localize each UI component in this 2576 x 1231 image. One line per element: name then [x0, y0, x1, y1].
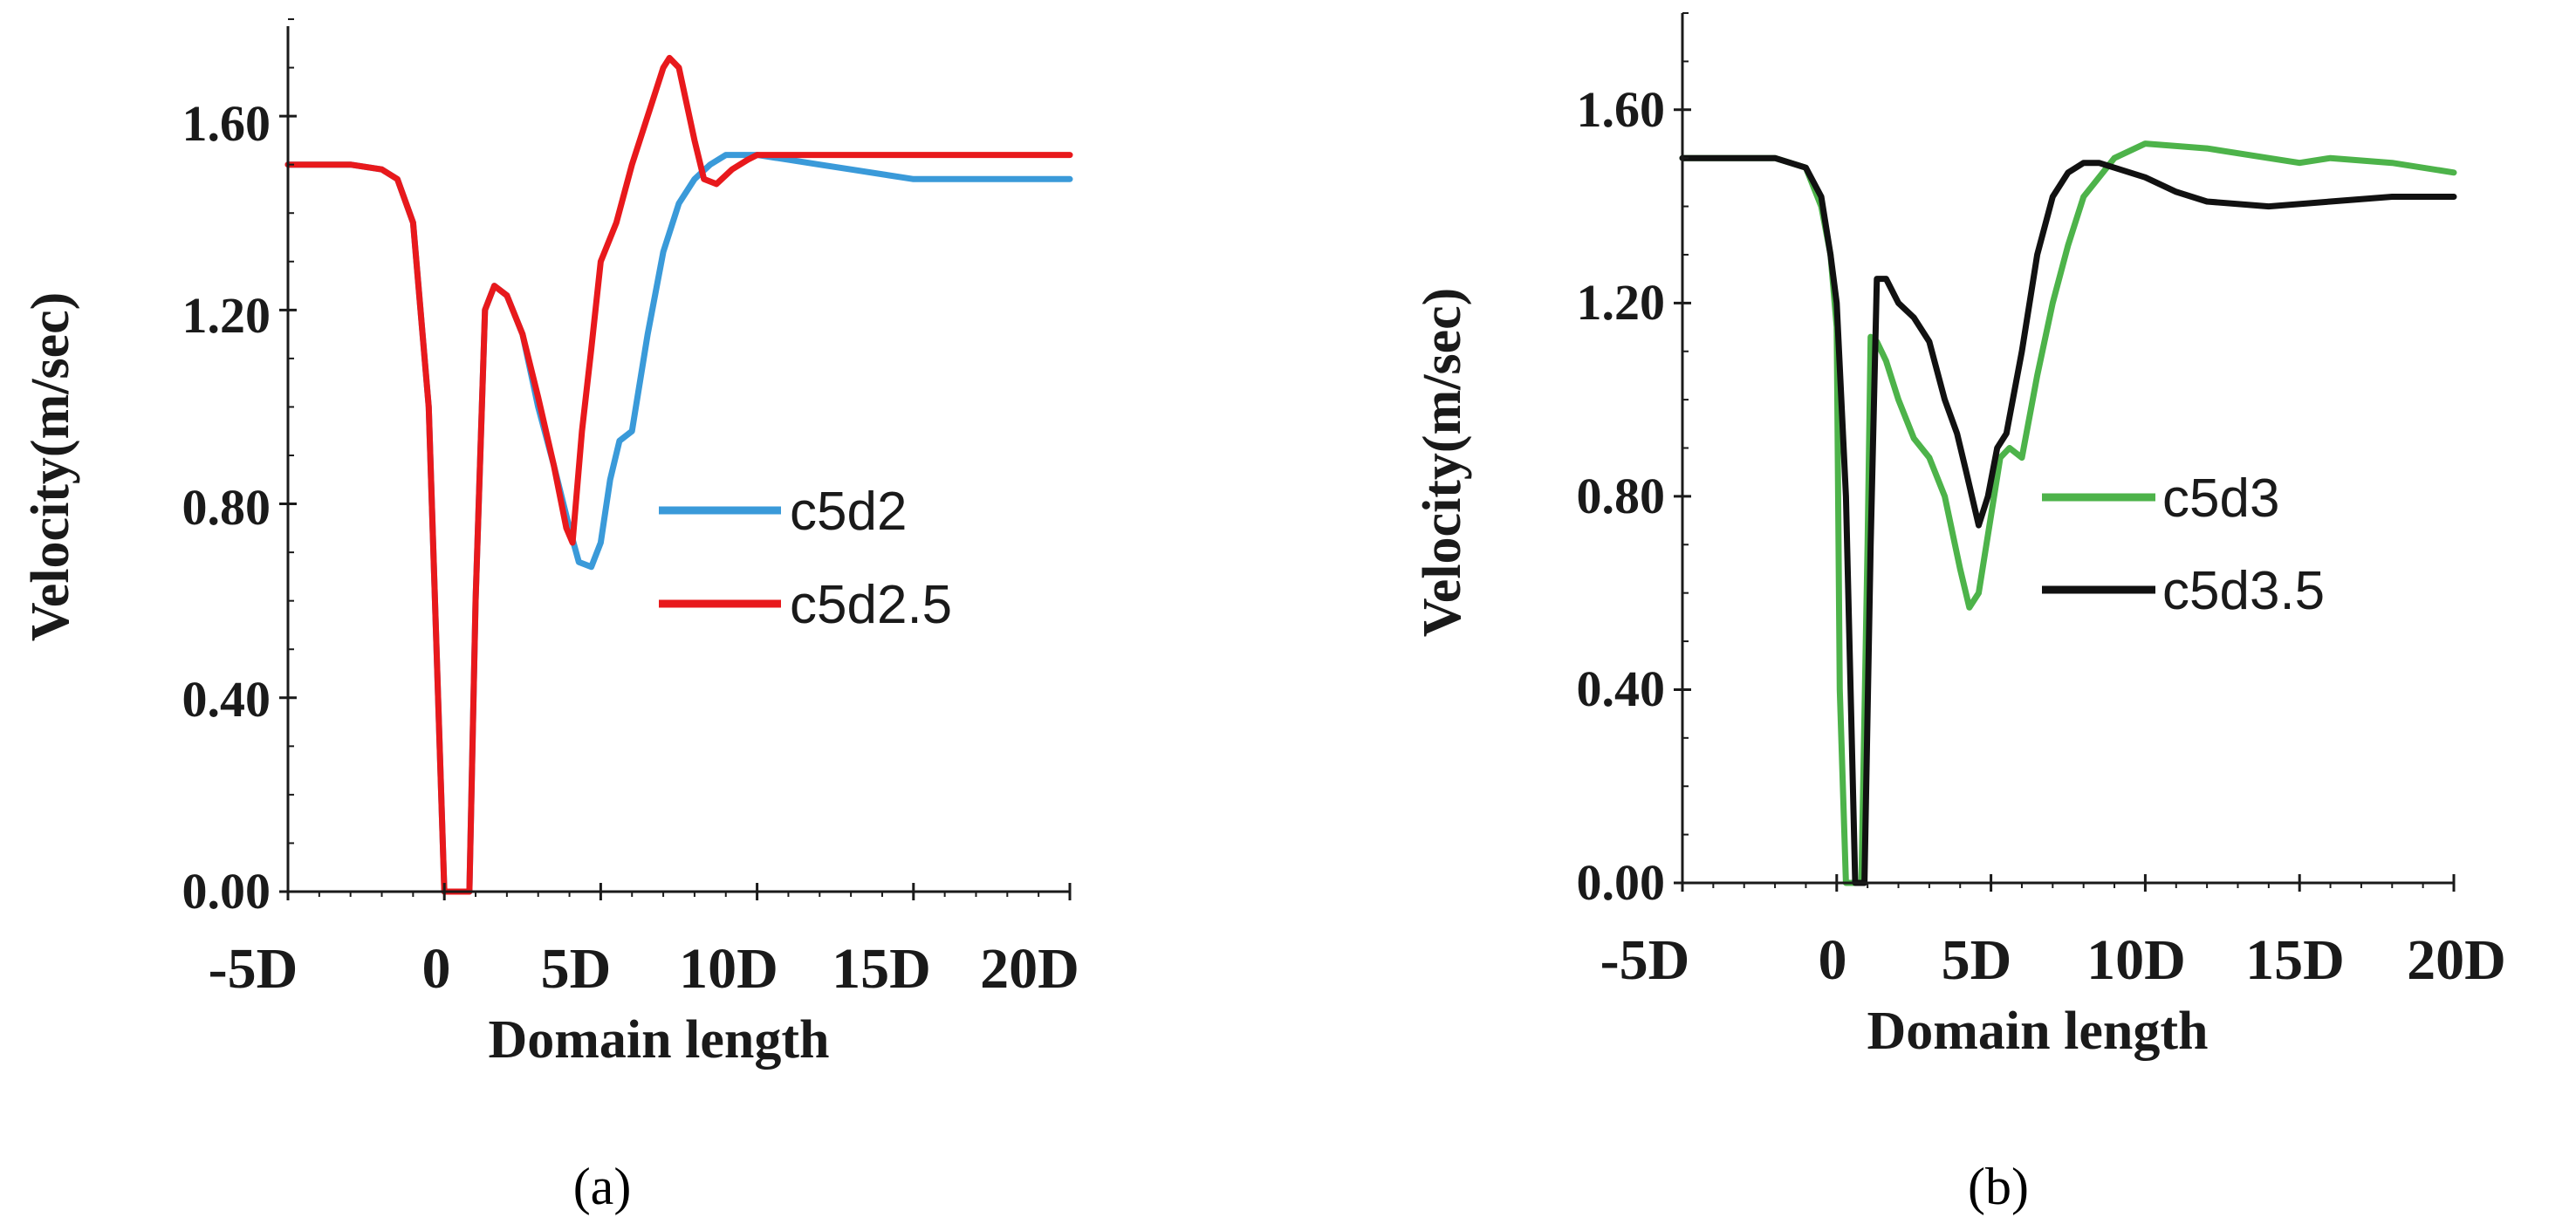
x-tick-label: 15D	[832, 937, 931, 1001]
y-tick-label: 0.80	[182, 479, 271, 536]
ticks-b	[1674, 12, 2456, 892]
y-tick-label: 1.20	[182, 287, 271, 344]
x-tick-labels-b: -5D 0 5D 10D 15D 20D	[1600, 928, 2506, 992]
y-axis-title-a: Velocity(m/sec)	[21, 292, 80, 642]
x-tick-label: 10D	[2086, 928, 2186, 992]
legend-label-c5d2: c5d2	[790, 482, 907, 542]
series-line-c5d3-5	[1679, 154, 2457, 886]
y-tick-label: 0.80	[1577, 468, 1666, 524]
ticks-a	[279, 18, 1072, 900]
series-layer-b	[1679, 140, 2457, 886]
x-axis-title-a: Domain length	[489, 1010, 830, 1070]
x-tick-label: -5D	[209, 937, 298, 1001]
chart-panel-a: 0.00 0.40 0.80 1.20 1.60 -5D 0 5D 10D 15…	[21, 18, 1079, 1215]
y-tick-label: 0.00	[182, 863, 271, 920]
x-tick-label: 5D	[541, 937, 612, 1001]
panel-label-b: (b)	[1968, 1158, 2029, 1215]
x-tick-label: 0	[422, 937, 451, 1001]
x-tick-label: 20D	[2407, 928, 2506, 992]
y-axis-title-b: Velocity(m/sec)	[1413, 288, 1472, 638]
x-tick-label: 0	[1819, 928, 1847, 992]
y-tick-label: 1.60	[182, 95, 271, 152]
x-tick-label: 10D	[679, 937, 778, 1001]
chart-panel-b: 0.00 0.40 0.80 1.20 1.60 -5D 0 5D 10D 15…	[1413, 12, 2506, 1215]
legend-label-c5d2-5: c5d2.5	[790, 575, 952, 635]
y-tick-label: 0.40	[182, 671, 271, 728]
x-tick-label: 5D	[1942, 928, 2012, 992]
x-tick-labels-a: -5D 0 5D 10D 15D 20D	[209, 937, 1079, 1001]
x-tick-label: -5D	[1600, 928, 1690, 992]
series-line-c5d2-5	[284, 54, 1073, 895]
x-tick-label: 15D	[2245, 928, 2345, 992]
series-line-c5d3	[1679, 140, 2457, 886]
y-tick-label: 0.00	[1577, 854, 1666, 911]
legend-label-c5d3: c5d3	[2162, 468, 2279, 529]
legend-a: c5d2 c5d2.5	[659, 482, 952, 635]
y-tick-label: 1.20	[1577, 274, 1666, 331]
panel-label-a: (a)	[573, 1158, 632, 1215]
y-tick-label: 1.60	[1577, 81, 1666, 138]
legend-label-c5d3-5: c5d3.5	[2162, 561, 2325, 621]
y-tick-label: 0.40	[1577, 660, 1666, 717]
x-axis-title-b: Domain length	[1867, 1002, 2209, 1061]
series-line-c5d2	[284, 152, 1073, 895]
series-layer-a	[284, 54, 1073, 895]
x-tick-label: 20D	[980, 937, 1079, 1001]
legend-b: c5d3 c5d3.5	[2042, 468, 2325, 621]
y-tick-labels-a: 0.00 0.40 0.80 1.20 1.60	[182, 95, 271, 920]
y-tick-labels-b: 0.00 0.40 0.80 1.20 1.60	[1577, 81, 1666, 911]
